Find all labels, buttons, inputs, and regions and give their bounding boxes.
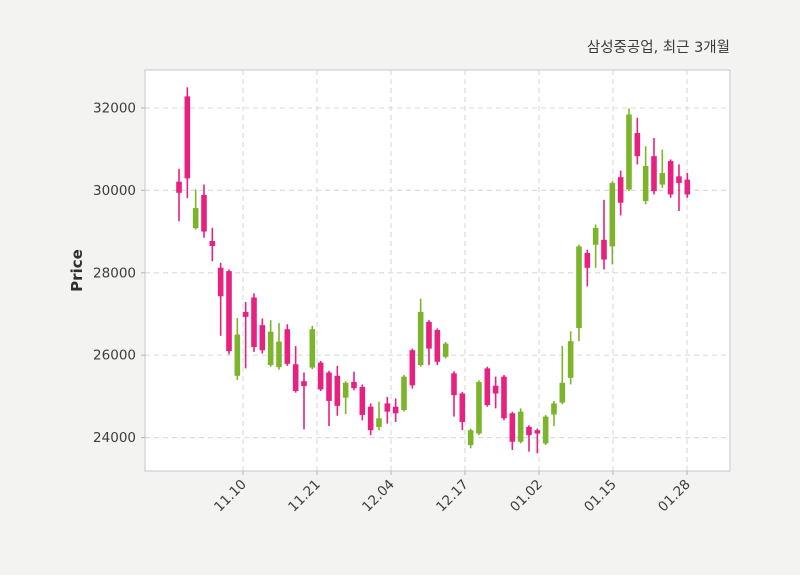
candle-body-up [567,341,574,378]
x-tick-label: 01.02 [507,477,546,516]
x-tick-label: 01.28 [655,477,694,516]
candle-body-down [217,267,224,297]
candle-body-up [659,173,666,185]
candle-body-down [459,393,466,422]
candle-body-down [284,329,291,364]
candle-body-down [351,381,357,389]
candle-body-up [576,246,582,328]
candle-body-down [601,239,607,260]
candle-body-down [251,297,257,347]
candle-body-up [609,182,616,247]
x-tick-label: 01.15 [581,477,620,516]
candle-body-up [476,381,482,434]
y-tick-label: 30000 [93,183,136,199]
candle-body-down [634,133,641,157]
candle-body-down [301,381,307,387]
candle-body-down [226,271,232,352]
candle-body-down [651,156,657,192]
candle-body-up [342,382,349,398]
candle-body-down [426,321,432,349]
candle-body-down [534,430,541,434]
y-tick-label: 24000 [93,430,136,446]
candle-body-up [276,341,282,368]
candle-body-down [617,177,624,203]
candle-body-up [592,227,599,245]
candle-body-down [317,362,324,390]
candle-body-up [551,403,557,415]
x-tick-label: 11.10 [211,477,250,516]
candle-body-up [234,334,241,376]
candle-body-down [259,325,266,351]
candle-body-up [442,343,449,357]
x-tick-label: 12.17 [433,477,472,516]
y-tick-label: 28000 [93,265,136,281]
candle-body-up [542,416,549,444]
candle-body-down [584,252,591,268]
candle-body-down [501,376,507,419]
x-tick-label: 12.04 [359,477,398,516]
candle-body-up [309,329,316,368]
candle-body-down [509,413,516,442]
candle-body-down [392,406,399,414]
candle-body-down [676,176,682,183]
y-tick-label: 26000 [93,348,136,364]
candle-body-up [376,418,382,427]
candle-body-down [434,330,441,362]
x-tick-label: 11.21 [285,477,324,516]
candle-body-down [451,373,457,396]
candle-body-down [526,426,532,436]
candle-body-up [417,311,424,366]
candle-body-down [334,375,341,406]
plot-border [144,69,731,472]
candle-body-up [467,430,474,446]
candle-body-down [667,161,674,195]
candle-body-up [267,331,274,366]
candle-body-down [176,181,182,193]
candle-body-up [401,376,407,411]
candle-body-down [201,194,207,232]
candle-body-down [384,403,391,412]
candle-body-up [626,114,632,190]
candle-body-down [492,385,499,394]
candle-body-up [559,382,566,403]
candle-body-down [367,406,374,431]
y-axis-label: Price [68,249,86,292]
chart-title: 삼성중공업, 최근 3개월 [586,40,730,56]
candle-body-down [684,179,691,195]
candle-body-down [292,364,299,392]
y-tick-label: 32000 [93,100,136,116]
candle-body-down [359,386,366,415]
candle-body-down [409,350,416,386]
candle-body-down [326,372,332,401]
candle-body-down [484,368,491,406]
candle-body-down [209,241,216,246]
candle-body-up [517,411,524,442]
candle-body-up [642,166,649,202]
candle-body-up [192,208,199,229]
candle-body-down [184,96,191,179]
plot-area [145,70,730,471]
candle-body-down [242,311,249,317]
